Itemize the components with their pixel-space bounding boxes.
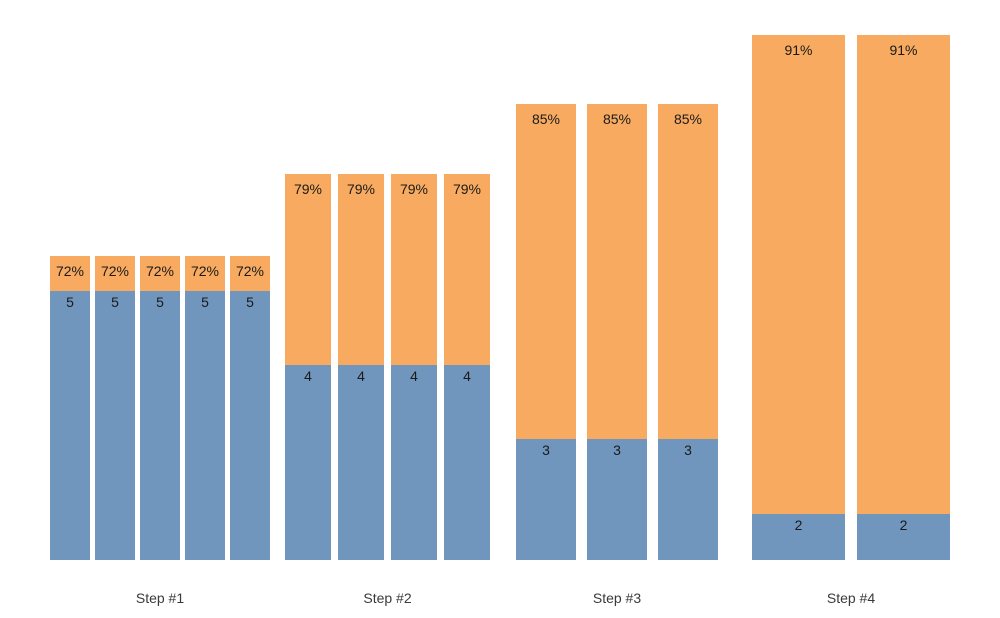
bar: 85% 3 bbox=[587, 104, 647, 560]
percent-label: 91% bbox=[784, 42, 813, 58]
bar: 79% 4 bbox=[444, 174, 490, 560]
bar-bottom-segment bbox=[230, 291, 270, 560]
bar: 85% 3 bbox=[658, 104, 718, 560]
percent-label: 72% bbox=[100, 263, 130, 279]
count-label: 5 bbox=[111, 294, 119, 310]
bar: 85% 3 bbox=[516, 104, 576, 560]
bar-bottom-segment bbox=[391, 365, 437, 560]
bar-bottom-segment bbox=[516, 439, 576, 560]
x-axis-label-step-4: Step #4 bbox=[826, 590, 876, 606]
count-label: 2 bbox=[899, 517, 908, 533]
bar-top-segment bbox=[50, 256, 90, 291]
bar: 72% 5 bbox=[140, 256, 180, 560]
bar-bottom-segment bbox=[140, 291, 180, 560]
percent-label: 79% bbox=[399, 181, 429, 197]
count-label: 4 bbox=[357, 368, 365, 384]
bar-top-segment bbox=[587, 104, 647, 439]
percent-label: 85% bbox=[531, 111, 561, 127]
count-label: 5 bbox=[156, 294, 164, 310]
count-label: 5 bbox=[66, 294, 74, 310]
bar: 91% 2 bbox=[857, 35, 950, 560]
bar-bottom-segment bbox=[587, 439, 647, 560]
bar: 91% 2 bbox=[752, 35, 845, 560]
bar-bottom-segment bbox=[857, 514, 950, 560]
bar-top-segment bbox=[658, 104, 718, 439]
bar: 72% 5 bbox=[185, 256, 225, 560]
x-axis-label-step-2: Step #2 bbox=[363, 590, 412, 606]
bar: 79% 4 bbox=[338, 174, 384, 560]
bar: 79% 4 bbox=[391, 174, 437, 560]
bar-top-segment bbox=[140, 256, 180, 291]
bar-bottom-segment bbox=[95, 291, 135, 560]
bar-top-segment bbox=[185, 256, 225, 291]
count-label: 4 bbox=[304, 368, 312, 384]
bar-top-segment bbox=[444, 174, 490, 365]
x-axis-label-step-1: Step #1 bbox=[135, 590, 185, 606]
bar: 72% 5 bbox=[95, 256, 135, 560]
bar-bottom-segment bbox=[658, 439, 718, 560]
bar-bottom-segment bbox=[185, 291, 225, 560]
bar-top-segment bbox=[285, 174, 331, 365]
percent-label: 91% bbox=[889, 42, 918, 58]
percent-label: 72% bbox=[190, 263, 220, 279]
bar: 72% 5 bbox=[230, 256, 270, 560]
count-label: 3 bbox=[684, 442, 692, 458]
count-label: 2 bbox=[794, 517, 803, 533]
bar-bottom-segment bbox=[444, 365, 490, 560]
count-label: 5 bbox=[246, 294, 254, 310]
count-label: 4 bbox=[463, 368, 471, 384]
count-label: 3 bbox=[542, 442, 550, 458]
bar-bottom-segment bbox=[338, 365, 384, 560]
percent-label: 85% bbox=[602, 111, 632, 127]
bar: 79% 4 bbox=[285, 174, 331, 560]
percent-label: 72% bbox=[55, 263, 85, 279]
bar-bottom-segment bbox=[752, 514, 845, 560]
bar-top-segment bbox=[230, 256, 270, 291]
bar-top-segment bbox=[516, 104, 576, 439]
bar-top-segment bbox=[857, 35, 950, 514]
bar-top-segment bbox=[752, 35, 845, 514]
bar-top-segment bbox=[338, 174, 384, 365]
bar: 72% 5 bbox=[50, 256, 90, 560]
percent-label: 85% bbox=[673, 111, 703, 127]
bar-top-segment bbox=[391, 174, 437, 365]
count-label: 4 bbox=[410, 368, 418, 384]
bar-bottom-segment bbox=[285, 365, 331, 560]
x-axis-label-step-3: Step #3 bbox=[592, 590, 642, 606]
bar-bottom-segment bbox=[50, 291, 90, 560]
percent-label: 79% bbox=[452, 181, 482, 197]
percent-label: 72% bbox=[145, 263, 175, 279]
percent-label: 79% bbox=[346, 181, 376, 197]
percent-label: 79% bbox=[293, 181, 323, 197]
bar-top-segment bbox=[95, 256, 135, 291]
percent-label: 72% bbox=[235, 263, 265, 279]
count-label: 5 bbox=[201, 294, 209, 310]
count-label: 3 bbox=[613, 442, 621, 458]
